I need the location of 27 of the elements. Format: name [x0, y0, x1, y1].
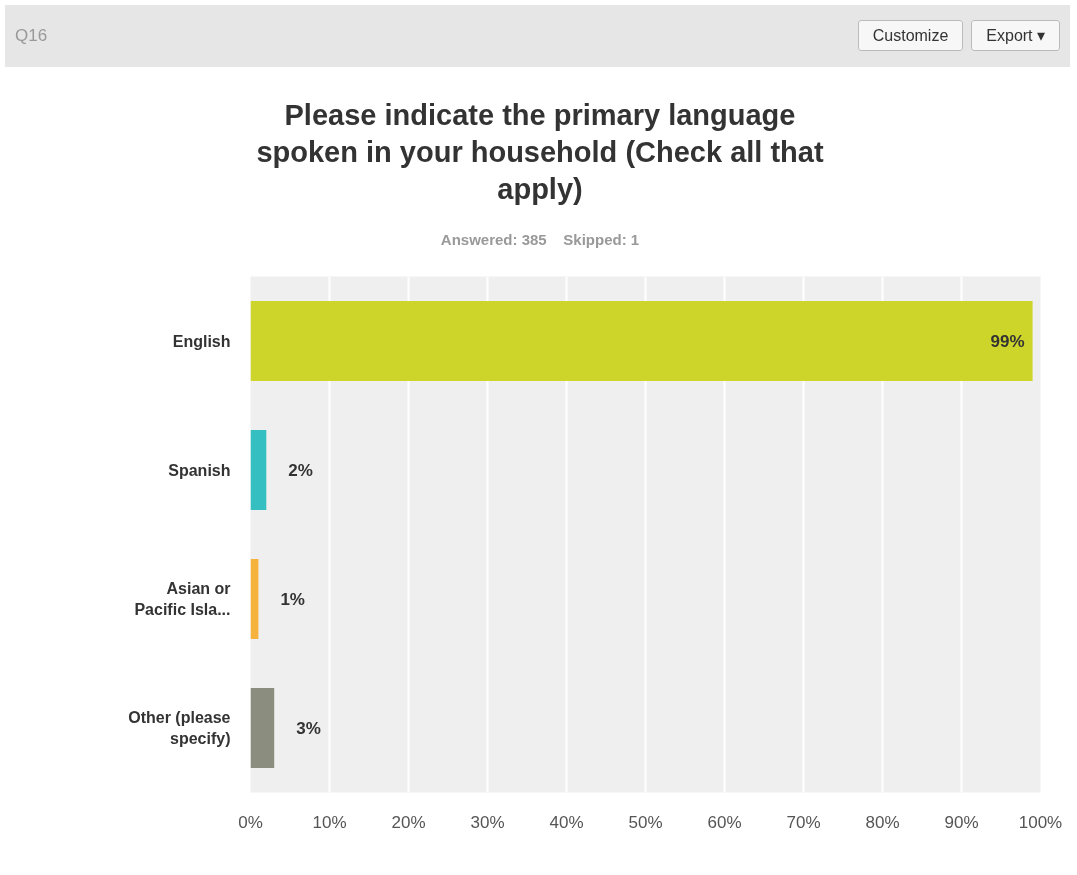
- chart-title: Please indicate the primary language spoken in your household (Check all that apply): [255, 98, 825, 207]
- y-tick-label: Asian or Pacific Isla...: [134, 580, 231, 618]
- data-label: 1%: [280, 589, 305, 609]
- text: Q16: [15, 24, 48, 47]
- x-tick-label: 10%: [312, 812, 347, 832]
- data-label: 2%: [288, 460, 313, 480]
- x-tick-label: 60%: [707, 812, 742, 832]
- y-tick-label: Spanish: [168, 461, 231, 479]
- x-tick-label: 20%: [391, 812, 426, 832]
- x-tick-label: 100%: [1018, 812, 1063, 832]
- y-tick-label: English: [172, 332, 231, 350]
- x-tick-label: 40%: [549, 812, 584, 832]
- x-tick-label: 50%: [628, 812, 663, 832]
- data-label: 99%: [990, 331, 1025, 351]
- x-tick-label: 0%: [238, 812, 263, 832]
- chart-subtitle: Answered: 385 Skipped: 1: [439, 230, 641, 250]
- x-tick-label: 90%: [944, 812, 979, 832]
- bar: [250, 688, 275, 768]
- text: Customize: [857, 19, 964, 51]
- data-label: 3%: [296, 718, 321, 738]
- bar: [250, 430, 267, 510]
- x-tick-label: 30%: [470, 812, 505, 832]
- text: Export ▾: [971, 19, 1060, 51]
- x-tick-label: 80%: [865, 812, 900, 832]
- bar: [250, 301, 1033, 381]
- x-tick-label: 70%: [786, 812, 821, 832]
- y-tick-label: Other (please specify): [128, 709, 231, 747]
